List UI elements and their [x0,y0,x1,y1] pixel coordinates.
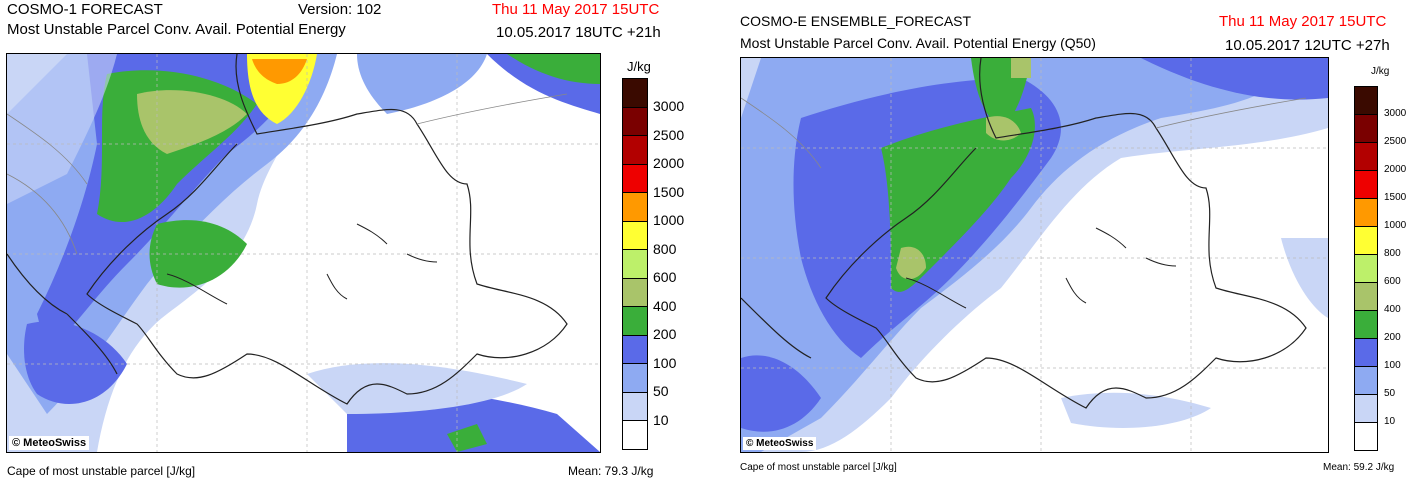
colorbar-swatch [1354,282,1378,311]
colorbar-swatch [622,391,648,421]
colorbar-swatch [1354,254,1378,283]
colorbar-label: 200 [1384,332,1401,343]
colorbar-label: 800 [653,240,677,257]
colorbar-swatch [1354,226,1378,255]
colorbar-label: 1500 [653,183,685,200]
colorbar-label: 3000 [1384,108,1407,119]
colorbar-label: 600 [653,269,677,286]
right-subtitle: Most Unstable Parcel Conv. Avail. Potent… [740,35,1096,51]
right-unit: J/kg [1371,66,1390,77]
colorbar-label: 100 [653,354,677,371]
colorbar-swatch [622,192,648,222]
colorbar-label: 400 [1384,304,1401,315]
colorbar-label: 600 [1384,276,1401,287]
right-credit: © MeteoSwiss [743,437,817,450]
left-subtitle: Most Unstable Parcel Conv. Avail. Potent… [7,21,346,38]
colorbar-swatch [1354,366,1378,395]
colorbar-swatch [622,306,648,336]
colorbar-swatch [622,106,648,136]
colorbar-label: 1000 [653,212,685,229]
right-title: COSMO-E ENSEMBLE_FORECAST [740,13,972,29]
colorbar-swatch [622,334,648,364]
colorbar-label: 50 [653,383,669,400]
colorbar-swatch [622,163,648,193]
left-map: © MeteoSwiss [6,53,601,453]
colorbar-label: 50 [1384,388,1396,399]
right-date: Thu 11 May 2017 15UTC [1219,13,1387,30]
colorbar-label: 2500 [1384,136,1407,147]
colorbar-swatch [622,220,648,250]
colorbar-label: 10 [653,411,669,428]
left-mean: Mean: 79.3 J/kg [568,464,654,478]
colorbar-swatch [1354,422,1378,451]
right-mean: Mean: 59.2 J/kg [1323,462,1395,473]
left-footer: Cape of most unstable parcel [J/kg] [7,464,196,478]
right-cape-field [741,58,1328,452]
colorbar-label: 1000 [1384,220,1407,231]
colorbar-swatch [1354,310,1378,339]
right-run: 10.05.2017 12UTC +27h [1225,37,1390,54]
left-panel: COSMO-1 FORECAST Version: 102 Thu 11 May… [0,0,700,481]
colorbar-swatch [1354,142,1378,171]
colorbar-swatch [1354,114,1378,143]
colorbar-swatch [1354,198,1378,227]
colorbar-label: 800 [1384,248,1401,259]
colorbar-swatch [622,249,648,279]
colorbar-swatch [622,277,648,307]
left-cape-field [7,54,600,452]
colorbar-label: 200 [653,326,677,343]
right-colorbar: 3000 2500 2000 1500 1000 800 600 400 200 100 50 10 [1354,86,1407,454]
colorbar-label: 1500 [1384,192,1407,203]
right-map: © MeteoSwiss [740,57,1329,453]
colorbar-label: 3000 [653,98,685,115]
colorbar-label: 2000 [653,155,685,172]
left-colorbar: 3000 2500 2000 1500 1000 800 600 400 200 100 50 10 [622,78,702,458]
colorbar-label: 2500 [653,126,685,143]
colorbar-swatch [1354,394,1378,423]
colorbar-label: 400 [653,297,677,314]
left-version: Version: 102 [298,1,382,18]
left-run: 10.05.2017 18UTC +21h [496,24,661,41]
colorbar-swatch [1354,86,1378,115]
colorbar-label: 10 [1384,416,1396,427]
right-footer: Cape of most unstable parcel [J/kg] [740,462,897,473]
right-panel: COSMO-E ENSEMBLE_FORECAST Thu 11 May 201… [700,0,1407,481]
colorbar-label: 100 [1384,360,1401,371]
left-date: Thu 11 May 2017 15UTC [492,1,660,18]
colorbar-swatch [622,78,648,108]
left-title: COSMO-1 FORECAST [7,1,163,18]
colorbar-swatch [1354,338,1378,367]
colorbar-swatch [1354,170,1378,199]
left-credit: © MeteoSwiss [9,436,90,450]
colorbar-swatch [622,135,648,165]
colorbar-swatch [622,420,648,450]
colorbar-swatch [622,363,648,393]
left-unit: J/kg [627,59,651,74]
colorbar-label: 2000 [1384,164,1407,175]
